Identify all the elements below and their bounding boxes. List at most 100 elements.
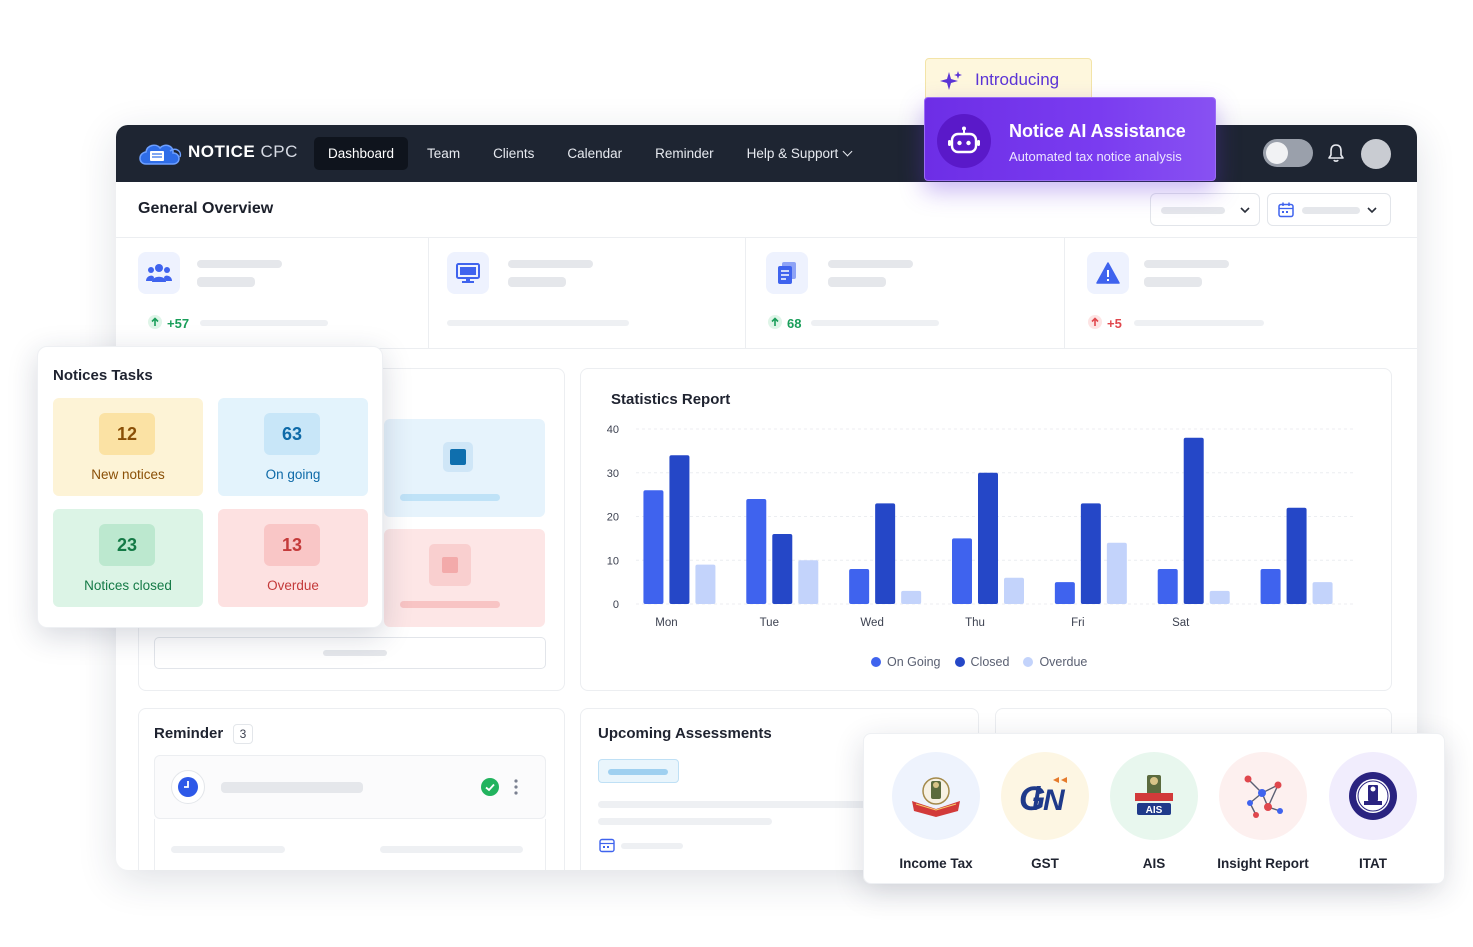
stat-delta-value: 68 <box>787 316 802 331</box>
y-tick-label: 30 <box>607 468 619 480</box>
stat-delta-value: +5 <box>1107 316 1122 331</box>
toggle-knob <box>1266 142 1288 164</box>
filter-dropdown[interactable] <box>1150 193 1260 226</box>
chevron-down-icon <box>1366 203 1378 221</box>
chart-bar <box>1106 542 1127 604</box>
tile-on-going[interactable]: 63 On going <box>218 398 368 496</box>
text-placeholder <box>171 846 285 853</box>
chart-bar <box>798 560 819 604</box>
svg-text:N: N <box>1043 784 1066 817</box>
nav-calendar[interactable]: Calendar <box>567 146 623 161</box>
clipboard-icon <box>766 252 808 294</box>
tile-value: 23 <box>99 524 155 566</box>
arrow-up-icon <box>768 315 782 332</box>
tile-label: Overdue <box>267 578 319 593</box>
income-tax-emblem-icon <box>892 752 980 840</box>
ai-assistance-banner[interactable]: Notice AI Assistance Automated tax notic… <box>924 97 1216 181</box>
theme-toggle[interactable] <box>1263 139 1313 167</box>
nav-help-support-label: Help & Support <box>746 146 839 161</box>
tile-overdue[interactable]: 13 Overdue <box>218 509 368 607</box>
chart-title: Statistics Report <box>611 391 731 408</box>
notices-tasks-panel: Notices Tasks 12 New notices 63 On going… <box>37 346 383 628</box>
tile-label: Notices closed <box>84 578 172 593</box>
service-label: GST <box>1031 856 1059 871</box>
text-placeholder <box>598 801 898 808</box>
logo-suffix: CPC <box>260 142 298 161</box>
chart-bar <box>952 538 972 604</box>
tile-notices-closed[interactable]: 23 Notices closed <box>53 509 203 607</box>
service-income-tax[interactable]: Income Tax <box>881 752 991 871</box>
reminder-item <box>154 819 546 870</box>
nav-dashboard[interactable]: Dashboard <box>314 137 409 170</box>
nav-clients[interactable]: Clients <box>493 146 535 161</box>
tile-placeholder <box>384 529 545 627</box>
chart-bar <box>1004 577 1024 604</box>
service-itat[interactable]: ITAT <box>1318 752 1428 871</box>
nav-help-support[interactable]: Help & Support <box>733 137 866 170</box>
date-dropdown[interactable] <box>1267 193 1391 226</box>
chart-bar <box>849 569 870 604</box>
nav-reminder[interactable]: Reminder <box>655 146 714 161</box>
legend-dot <box>871 657 881 667</box>
tasks-title: Notices Tasks <box>53 367 153 384</box>
tile-label: New notices <box>91 467 165 482</box>
stat-card[interactable]: +5 <box>1065 238 1417 349</box>
stat-card[interactable] <box>429 238 746 349</box>
calendar-icon <box>1277 201 1295 224</box>
x-tick-label: Wed <box>860 617 883 629</box>
service-label: Insight Report <box>1217 856 1309 871</box>
button-label-placeholder <box>323 650 387 656</box>
chart-bar <box>1312 582 1333 604</box>
stat-delta: +5 <box>1088 315 1122 332</box>
users-icon <box>138 252 180 294</box>
svg-text:G: G <box>1019 780 1045 818</box>
reminder-text-placeholder <box>221 782 363 793</box>
stat-progress-placeholder <box>200 320 328 326</box>
ais-emblem-icon: AIS <box>1110 752 1198 840</box>
nav-team[interactable]: Team <box>427 146 461 161</box>
chart-bar <box>1157 569 1178 604</box>
sparkle-icon <box>939 69 963 98</box>
chart-bar <box>772 534 793 604</box>
square-icon <box>450 449 466 465</box>
stat-value-placeholder <box>508 277 566 287</box>
stat-label-placeholder <box>508 260 593 268</box>
text-placeholder <box>380 846 523 853</box>
tile-label: On going <box>265 467 321 482</box>
calendar-icon <box>598 836 616 859</box>
service-insight-report[interactable]: Insight Report <box>1208 752 1318 871</box>
legend-item[interactable]: Closed <box>954 655 1010 669</box>
chart-bar <box>875 503 896 604</box>
reminder-card: Reminder 3 <box>138 708 565 870</box>
cloud-logo-icon <box>136 137 182 167</box>
tile-new-notices[interactable]: 12 New notices <box>53 398 203 496</box>
x-tick-label: Fri <box>1071 617 1084 629</box>
robot-icon <box>937 114 991 168</box>
view-all-button[interactable] <box>154 637 546 669</box>
stat-value-placeholder <box>197 277 255 287</box>
assessment-tag[interactable] <box>598 759 679 783</box>
more-vertical-icon[interactable] <box>513 778 519 801</box>
network-graph-icon <box>1219 752 1307 840</box>
legend-item[interactable]: Overdue <box>1023 655 1087 669</box>
logo[interactable]: NOTICE CPC <box>136 137 298 167</box>
stat-value-placeholder <box>1144 277 1202 287</box>
chart-legend: On Going Closed Overdue <box>871 655 1087 669</box>
service-label: ITAT <box>1359 856 1387 871</box>
x-tick-label: Thu <box>965 617 985 629</box>
x-tick-label: Mon <box>655 617 677 629</box>
bell-icon[interactable] <box>1326 143 1346 168</box>
legend-item[interactable]: On Going <box>871 655 941 669</box>
stat-card[interactable]: 68 <box>746 238 1065 349</box>
main-nav: Dashboard Team Clients Calendar Reminder… <box>314 137 870 170</box>
service-ais[interactable]: AIS AIS <box>1099 752 1209 871</box>
tile-placeholder <box>384 419 545 517</box>
stat-delta: +57 <box>148 315 189 332</box>
reminder-item[interactable] <box>154 755 546 819</box>
stat-card[interactable]: +57 <box>116 238 429 349</box>
avatar[interactable] <box>1361 139 1391 169</box>
page-title: General Overview <box>138 200 274 217</box>
legend-label: Closed <box>970 655 1010 669</box>
